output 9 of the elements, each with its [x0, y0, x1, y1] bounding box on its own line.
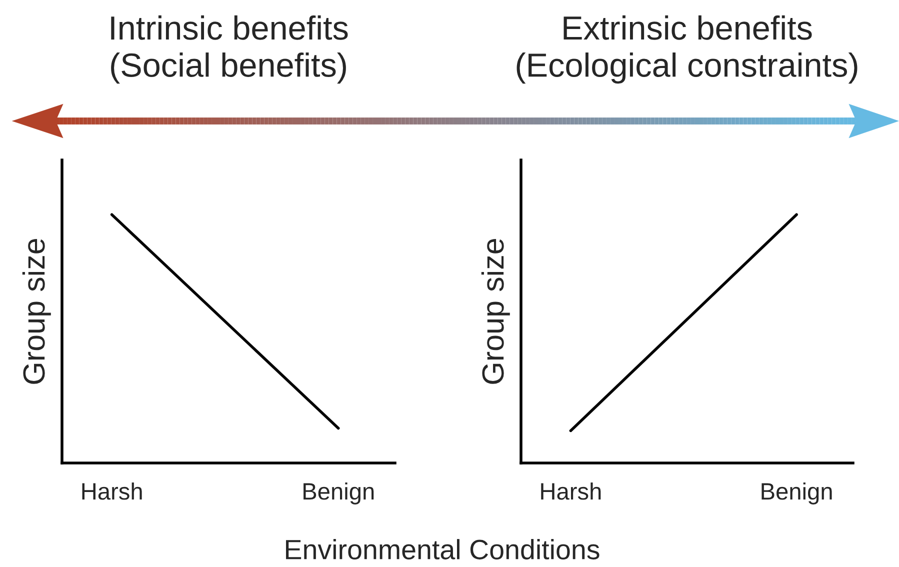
x-tick-label: Benign [762, 482, 832, 504]
y-axis-title: Group size [481, 238, 510, 384]
x-tick-label: Harsh [541, 482, 601, 500]
y-axis-title: Group size [22, 238, 51, 384]
chart-title: Extrinsic benefits (Ecological constraints) [516, 15, 858, 84]
chart-title: Intrinsic benefits (Social benefits) [111, 15, 348, 84]
x-tick-label: Harsh [82, 482, 142, 500]
x-axis-title: Environmental Conditions [286, 539, 600, 560]
x-tick-label: Benign [304, 482, 374, 504]
